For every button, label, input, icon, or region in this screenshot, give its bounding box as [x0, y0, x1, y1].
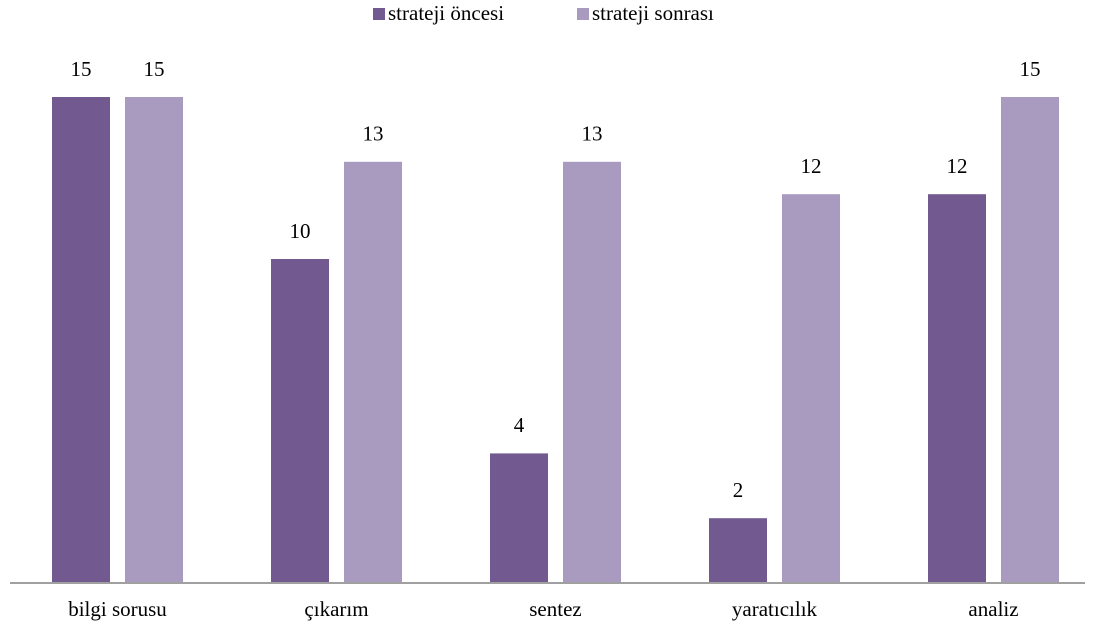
data-label: 4: [514, 413, 525, 437]
x-tick-label: bilgi sorusu: [68, 597, 167, 621]
bar: [125, 97, 183, 583]
data-label: 2: [733, 478, 744, 502]
bar: [490, 453, 548, 583]
data-label: 12: [801, 154, 822, 178]
data-label: 15: [1020, 57, 1041, 81]
legend-label: strateji sonrası: [592, 1, 714, 25]
legend-swatch: [577, 8, 589, 20]
legend-swatch: [373, 8, 385, 20]
bar: [1001, 97, 1059, 583]
data-label: 12: [947, 154, 968, 178]
x-tick-label: çıkarım: [304, 597, 368, 621]
data-label: 15: [71, 57, 92, 81]
bar: [52, 97, 110, 583]
x-tick-label: analiz: [968, 597, 1018, 621]
x-tick-label: yaratıcılık: [732, 597, 818, 621]
x-tick-label: sentez: [529, 597, 581, 621]
data-label: 13: [582, 122, 603, 146]
data-label: 15: [144, 57, 165, 81]
data-label: 13: [363, 122, 384, 146]
bar: [709, 518, 767, 583]
bar: [344, 161, 402, 584]
data-label: 10: [290, 219, 311, 243]
legend-label: strateji öncesi: [388, 1, 504, 25]
bar: [928, 194, 986, 583]
bar: [782, 194, 840, 583]
bar: [563, 161, 621, 584]
bar: [271, 259, 329, 583]
